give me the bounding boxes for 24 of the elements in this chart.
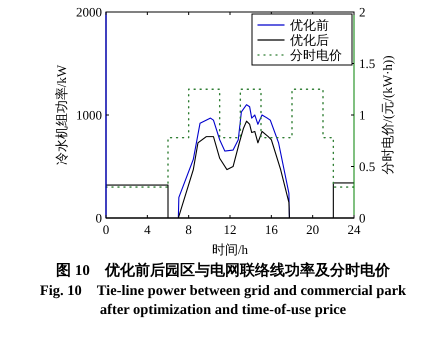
y2-tick-label: 0.5 [359, 159, 376, 174]
y2-tick-label: 2 [359, 4, 366, 20]
y2-tick-label: 1 [359, 108, 366, 122]
x-axis-title: 时间/h [212, 242, 249, 257]
x-tick-label: 12 [224, 222, 236, 237]
legend-label: 优化后 [290, 32, 329, 48]
legend-label: 优化前 [290, 18, 329, 32]
y2-tick-label: 1.5 [359, 56, 376, 71]
line-series [105, 120, 355, 219]
y2-tick-label: 0 [359, 210, 366, 226]
x-tick-label: 20 [306, 222, 320, 237]
y-axis-title: 冷水机组功率/kW [54, 64, 69, 166]
y-tick-label: 2000 [76, 4, 102, 20]
x-tick-label: 24 [348, 222, 361, 237]
text: 图 10 优化前后园区与电网联络线功率及分时电价 [55, 262, 391, 280]
y-tick-label: 1000 [76, 108, 102, 122]
x-tick-label: 16 [264, 222, 278, 237]
x-tick-label: 8 [185, 222, 192, 237]
x-tick-label: 4 [144, 222, 152, 237]
legend-label: 分时电价 [290, 48, 342, 62]
y-tick-label: 0 [96, 210, 102, 226]
text: Fig. 10 Tie-line power between grid and commercial park after optimization and time-of-use price [38, 282, 408, 320]
line-series [178, 104, 290, 219]
y2-axis-title: 分时电价/(元/(kW·h)) [380, 55, 395, 175]
